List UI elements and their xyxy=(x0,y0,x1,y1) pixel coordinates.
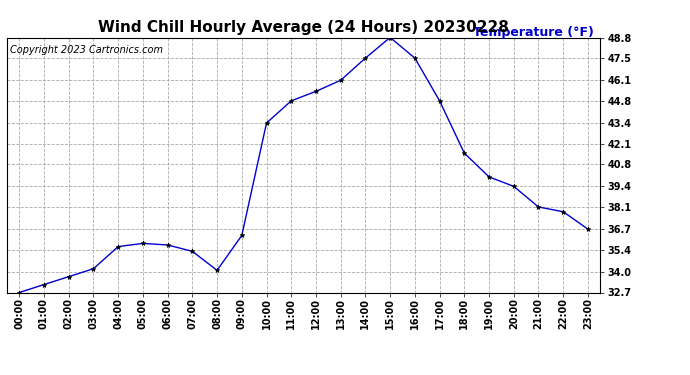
Text: Copyright 2023 Cartronics.com: Copyright 2023 Cartronics.com xyxy=(10,45,163,55)
Text: Temperature (°F): Temperature (°F) xyxy=(473,26,594,39)
Title: Wind Chill Hourly Average (24 Hours) 20230228: Wind Chill Hourly Average (24 Hours) 202… xyxy=(98,20,509,35)
